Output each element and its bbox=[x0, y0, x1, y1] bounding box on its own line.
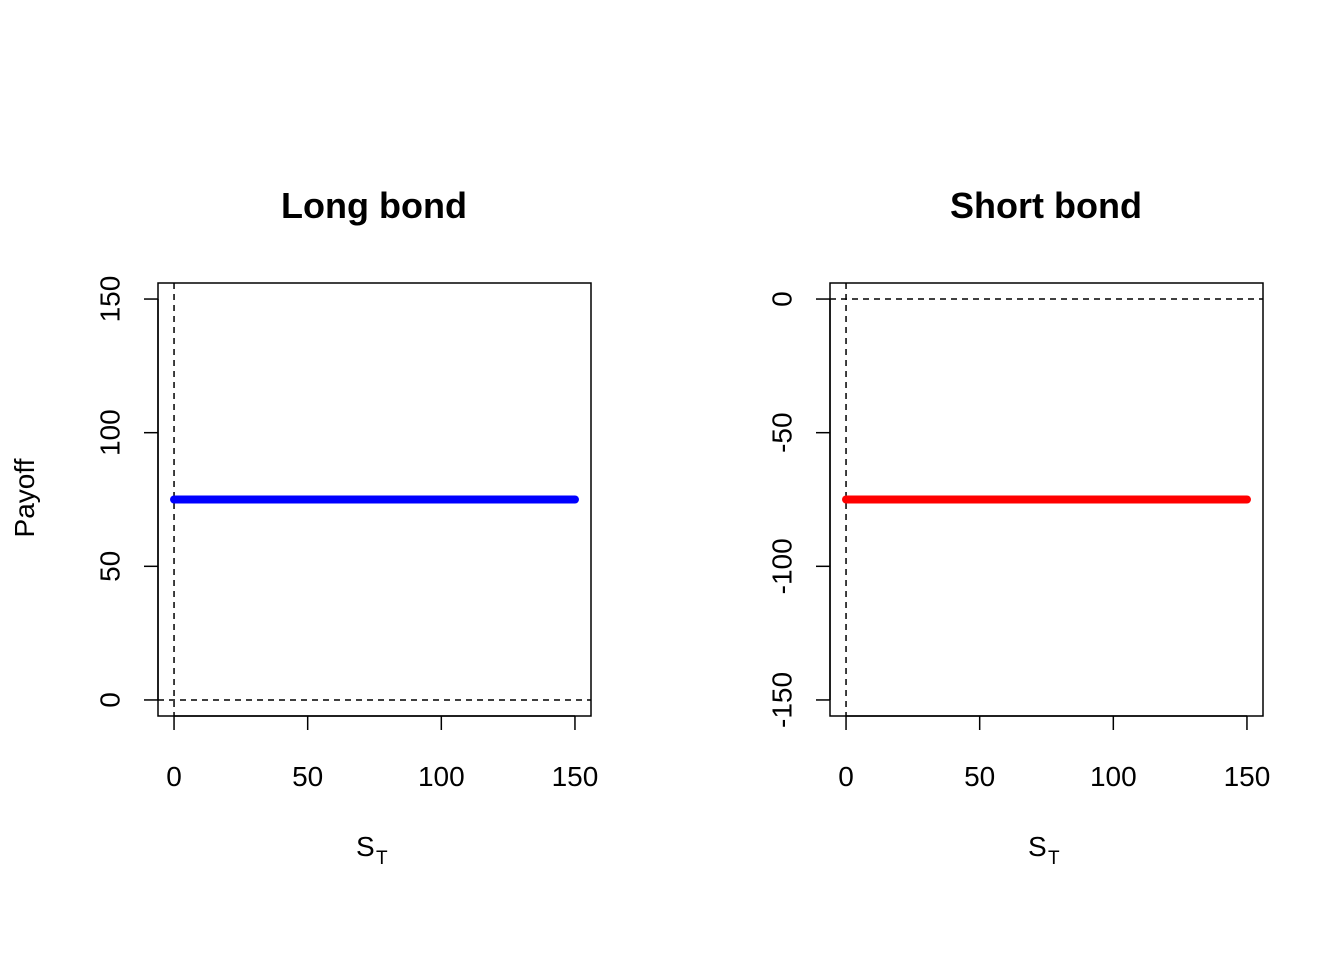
long-bond-x-label: S bbox=[356, 831, 375, 862]
short-bond-x-label: S bbox=[1028, 831, 1047, 862]
long-bond-x-tick-label: 50 bbox=[292, 761, 323, 792]
short-bond-title: Short bond bbox=[950, 185, 1142, 226]
short-bond-x-tick-label: 150 bbox=[1224, 761, 1271, 792]
short-bond-x-tick-label: 0 bbox=[838, 761, 854, 792]
figure-y-label: Payoff bbox=[9, 458, 40, 537]
short-bond-y-tick-label: -50 bbox=[767, 412, 798, 452]
short-bond-x-tick-label: 50 bbox=[964, 761, 995, 792]
long-bond-y-tick-label: 150 bbox=[95, 276, 126, 323]
short-bond-y-tick-label: 0 bbox=[767, 291, 798, 307]
long-bond-x-tick-label: 150 bbox=[552, 761, 599, 792]
short-bond-x-label-subscript: T bbox=[1048, 848, 1060, 869]
long-bond-y-tick-label: 100 bbox=[95, 409, 126, 456]
short-bond-y-tick-label: -100 bbox=[767, 538, 798, 594]
long-bond-y-tick-label: 50 bbox=[95, 551, 126, 582]
long-bond-title: Long bond bbox=[281, 185, 467, 226]
long-bond-x-tick-label: 0 bbox=[166, 761, 182, 792]
long-bond-x-label-subscript: T bbox=[376, 848, 388, 869]
short-bond-y-tick-label: -150 bbox=[767, 672, 798, 728]
long-bond-x-tick-label: 100 bbox=[418, 761, 465, 792]
long-bond-chart: Long bond 0 50 100 150 0 50 100 150 S T bbox=[95, 185, 599, 869]
short-bond-x-tick-label: 100 bbox=[1090, 761, 1137, 792]
long-bond-y-tick-label: 0 bbox=[95, 692, 126, 708]
short-bond-chart: Short bond 0 50 100 150 -150 -100 -50 0 S T bbox=[767, 185, 1271, 869]
